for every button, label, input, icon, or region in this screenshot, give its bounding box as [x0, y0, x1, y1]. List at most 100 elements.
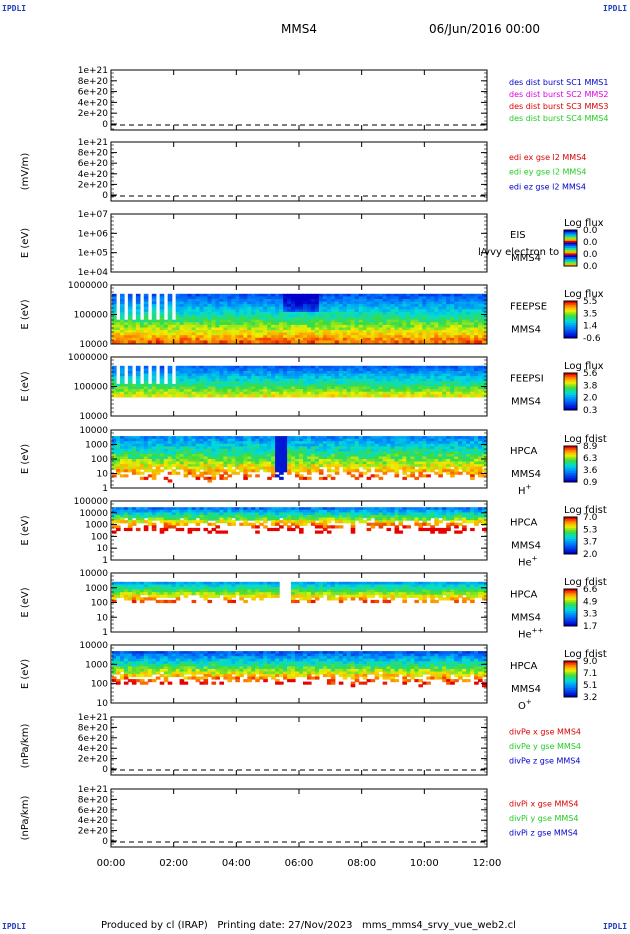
spectrogram-cell — [143, 464, 149, 468]
spectrogram-cell — [338, 322, 344, 326]
spectrogram-cell — [112, 520, 117, 524]
spectrogram-cell — [187, 365, 193, 369]
spectrogram-cell — [462, 368, 467, 372]
spectrogram-cell — [187, 335, 193, 339]
spectrogram-cell — [191, 394, 197, 398]
spectrogram-cell — [354, 381, 360, 385]
spectrogram-cell — [450, 332, 455, 336]
spectrogram-cell — [155, 383, 161, 388]
spectrogram-cell — [267, 459, 272, 463]
spectrogram-cell — [374, 378, 380, 382]
spectrogram-cell — [338, 441, 344, 445]
spectrogram-cell — [430, 464, 435, 468]
spectrogram-cell — [163, 461, 169, 465]
spectrogram-cell — [235, 448, 240, 452]
spectrogram-cell — [167, 311, 173, 316]
spectrogram-cell — [271, 451, 276, 455]
spectrogram-cell — [183, 311, 189, 316]
spectrogram-cell — [195, 389, 201, 393]
spectrogram-cell — [175, 451, 181, 455]
spectrogram-cell — [295, 448, 300, 452]
spectrogram-cell — [259, 296, 264, 300]
spectrogram-cell — [143, 448, 149, 452]
spectrogram-cell — [394, 317, 400, 321]
spectrogram-cell — [430, 443, 435, 447]
spectrogram-cell — [179, 436, 185, 440]
spectrogram-cell — [482, 368, 487, 372]
spectrogram-cell — [438, 317, 443, 321]
spectrogram-cell — [227, 365, 232, 369]
spectrogram-cell — [466, 330, 471, 334]
spectrogram-cell — [263, 394, 268, 398]
spectrogram-cell — [223, 299, 228, 303]
spectrogram-cell — [283, 448, 288, 452]
spectrogram-cell — [275, 306, 280, 310]
spectrogram-cell — [275, 466, 280, 470]
spectrogram-cell — [203, 373, 209, 377]
spectrogram-cell — [291, 330, 296, 334]
spectrogram-cell — [410, 335, 415, 339]
spectrogram-cell — [167, 306, 173, 310]
spectrogram-cell — [394, 389, 400, 393]
spectrogram-cell — [330, 461, 336, 465]
spectrogram-cell — [310, 371, 316, 375]
spectrogram-cell — [422, 304, 427, 308]
spectrogram-cell — [247, 446, 252, 450]
spectrogram-cell — [179, 466, 185, 470]
spectrogram-cell — [275, 373, 280, 377]
spectrogram-cell — [322, 456, 328, 460]
spectrogram-cell — [243, 517, 248, 521]
colorbar-title: Log fdist — [564, 434, 607, 445]
spectrogram-cell — [243, 464, 248, 468]
spectrogram-cell — [171, 522, 177, 526]
spectrogram-cell — [390, 322, 396, 326]
spectrogram-cell — [470, 376, 475, 380]
spectrogram-cell — [466, 378, 471, 382]
spectrogram-cell — [326, 389, 332, 393]
spectrogram-cell — [366, 324, 372, 329]
spectrogram-cell — [199, 381, 205, 385]
spectrogram-cell — [390, 378, 396, 382]
spectrogram-cell — [267, 306, 272, 310]
spectrogram-cell — [310, 368, 316, 372]
spectrogram-cell — [183, 471, 189, 475]
spectrogram-cell — [474, 330, 479, 334]
spectrogram-cell — [295, 324, 300, 329]
spectrogram-cell — [127, 507, 133, 511]
spectrogram-cell — [171, 448, 177, 452]
spectrogram-cell — [307, 373, 312, 377]
spectrogram-cell — [251, 459, 256, 463]
spectrogram-cell — [382, 335, 388, 339]
spectrogram-cell — [466, 314, 471, 318]
spectrogram-cell — [175, 522, 181, 526]
spectrogram-cell — [175, 332, 181, 336]
spectrogram-cell — [414, 476, 419, 480]
spectrogram-cell — [239, 394, 244, 398]
spectrogram-cell — [291, 317, 296, 321]
spectrogram-cell — [163, 446, 169, 450]
spectrogram-cell — [470, 476, 475, 480]
spectrogram-cell — [263, 507, 268, 511]
spectrogram-cell — [243, 386, 248, 390]
spectrogram-cell — [120, 319, 125, 323]
spectrogram-cell — [215, 365, 220, 369]
spectrogram-cell — [207, 471, 213, 475]
spectrogram-cell — [303, 332, 308, 336]
spectrogram-cell — [195, 378, 201, 382]
spectrogram-cell — [466, 389, 471, 393]
spectrogram-cell — [287, 461, 292, 465]
spectrogram-cell — [462, 389, 467, 393]
spectrogram-cell — [482, 335, 487, 339]
spectrogram-cell — [175, 386, 181, 390]
spectrogram-cell — [155, 509, 161, 513]
spectrogram-cell — [402, 438, 407, 442]
spectrogram-cell — [120, 517, 125, 521]
spectrogram-cell — [354, 469, 360, 473]
spectrogram-cell — [275, 386, 280, 390]
spectrogram-cell — [267, 322, 272, 326]
spectrogram-cell — [151, 476, 157, 480]
spectrogram-cell — [227, 301, 232, 305]
spectrogram-cell — [219, 371, 224, 375]
spectrogram-cell — [275, 394, 280, 398]
y-tick-label: 100000 — [74, 311, 109, 321]
